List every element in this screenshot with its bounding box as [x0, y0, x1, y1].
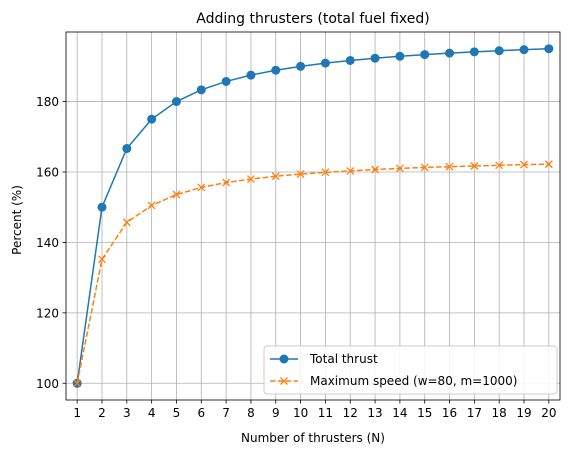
x-tick-label: 18: [492, 406, 507, 420]
legend-label-total-thrust: Total thrust: [309, 352, 378, 366]
x-tick-label: 2: [98, 406, 106, 420]
y-axis-label: Percent (%): [10, 185, 24, 255]
data-point-total-thrust: [196, 85, 206, 95]
data-point-total-thrust: [445, 48, 455, 58]
data-point-maximum-speed-w-80-m-1000: [172, 190, 181, 199]
y-tick-label: 180: [36, 95, 59, 109]
data-point-total-thrust: [147, 114, 157, 124]
x-tick-label: 14: [392, 406, 407, 420]
data-point-total-thrust: [494, 46, 504, 56]
series-layer: [72, 44, 554, 388]
x-tick-label: 13: [367, 406, 382, 420]
data-point-maximum-speed-w-80-m-1000: [420, 163, 429, 172]
data-point-maximum-speed-w-80-m-1000: [197, 183, 206, 192]
x-tick-label: 8: [247, 406, 255, 420]
legend-label-maximum-speed: Maximum speed (w=80, m=1000): [310, 374, 517, 388]
legend: Total thrust Maximum speed (w=80, m=1000…: [263, 345, 558, 395]
data-point-maximum-speed-w-80-m-1000: [73, 379, 82, 388]
x-tick-label: 6: [197, 406, 205, 420]
data-point-total-thrust: [519, 45, 529, 55]
data-point-total-thrust: [469, 47, 479, 57]
legend-marker-total-thrust: [279, 354, 289, 364]
data-point-maximum-speed-w-80-m-1000: [271, 172, 280, 181]
data-point-total-thrust: [420, 50, 430, 60]
data-point-total-thrust: [395, 51, 405, 61]
data-point-maximum-speed-w-80-m-1000: [544, 160, 553, 169]
x-tick-label: 9: [272, 406, 280, 420]
x-tick-label: 10: [293, 406, 308, 420]
data-point-total-thrust: [122, 143, 132, 153]
data-point-total-thrust: [370, 53, 380, 63]
y-tick-label: 120: [36, 306, 59, 320]
x-tick-label: 11: [318, 406, 333, 420]
data-point-maximum-speed-w-80-m-1000: [246, 175, 255, 183]
x-tick-label: 4: [148, 406, 156, 420]
data-point-maximum-speed-w-80-m-1000: [222, 178, 231, 187]
y-tick-label: 140: [36, 236, 59, 250]
data-point-maximum-speed-w-80-m-1000: [147, 201, 156, 210]
data-point-total-thrust: [345, 55, 355, 65]
x-tick-label: 7: [222, 406, 230, 420]
data-point-maximum-speed-w-80-m-1000: [495, 161, 504, 170]
data-point-total-thrust: [246, 70, 256, 80]
x-axis-label: Number of thrusters (N): [241, 431, 385, 445]
plot-frame: [65, 31, 561, 401]
x-tick-label: 16: [442, 406, 457, 420]
data-point-maximum-speed-w-80-m-1000: [395, 164, 404, 173]
x-axis-ticks: 1 2 3 4 5 6 7 8 9 10 11 12 13 14 15 16 17 18 19 20: [73, 400, 556, 420]
chart-title: Adding thrusters (total fuel fixed): [196, 11, 429, 27]
legend-box: [263, 345, 558, 395]
x-tick-label: 19: [516, 406, 531, 420]
series-line-maximum-speed-w-80-m-1000: [76, 163, 549, 384]
data-point-maximum-speed-w-80-m-1000: [296, 170, 305, 179]
data-point-maximum-speed-w-80-m-1000: [98, 255, 106, 264]
x-tick-label: 5: [173, 406, 181, 420]
data-point-maximum-speed-w-80-m-1000: [520, 160, 528, 169]
data-point-total-thrust: [171, 97, 181, 107]
y-tick-label: 100: [36, 377, 59, 391]
x-tick-label: 17: [467, 406, 482, 420]
data-point-maximum-speed-w-80-m-1000: [122, 218, 131, 227]
data-point-maximum-speed-w-80-m-1000: [321, 168, 330, 177]
x-tick-label: 20: [541, 406, 556, 420]
x-tick-label: 15: [417, 406, 432, 420]
data-point-total-thrust: [271, 65, 281, 75]
x-tick-label: 3: [123, 406, 131, 420]
data-point-total-thrust: [296, 61, 306, 71]
legend-marker-maximum-speed: [280, 377, 288, 385]
data-point-maximum-speed-w-80-m-1000: [445, 162, 454, 171]
data-point-total-thrust: [544, 44, 554, 54]
data-point-maximum-speed-w-80-m-1000: [470, 162, 479, 170]
x-tick-label: 1: [73, 406, 81, 420]
grid: [66, 32, 560, 400]
data-point-maximum-speed-w-80-m-1000: [371, 165, 380, 174]
data-point-maximum-speed-w-80-m-1000: [346, 166, 355, 175]
data-point-total-thrust: [97, 202, 107, 212]
data-point-total-thrust: [320, 58, 330, 68]
y-axis-ticks: 100 120 140 160 180: [36, 95, 66, 391]
y-tick-label: 160: [36, 165, 59, 179]
x-tick-label: 12: [343, 406, 358, 420]
data-point-total-thrust: [221, 76, 231, 86]
